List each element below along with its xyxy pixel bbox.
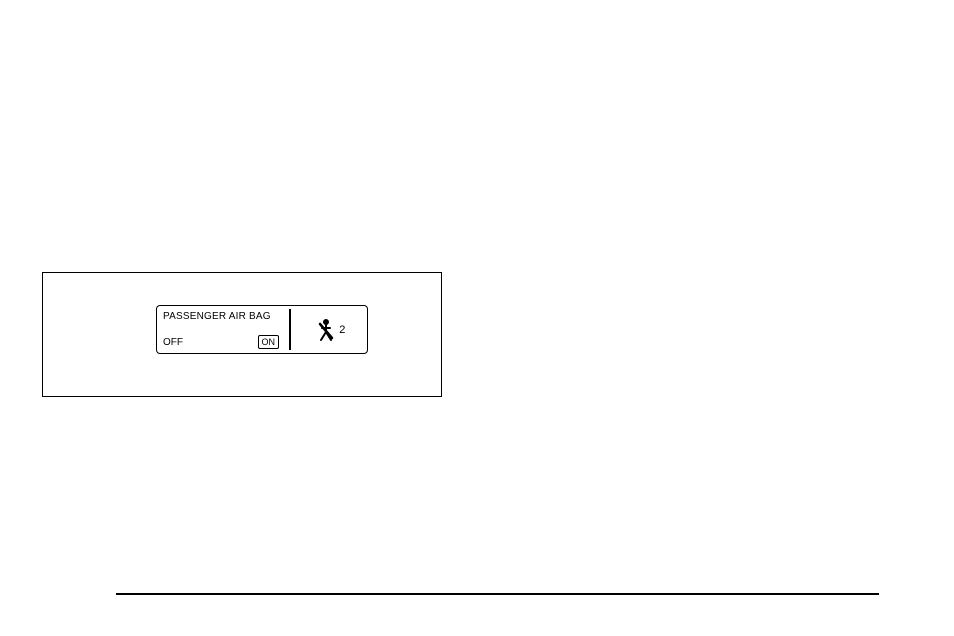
off-label: OFF — [163, 337, 183, 348]
panel-divider — [289, 309, 291, 350]
airbag-status-panel: PASSENGER AIR BAG OFF ON 2 — [156, 305, 368, 354]
panel-right-group: 2 — [295, 306, 368, 353]
seatbelt-icon — [316, 318, 336, 342]
diagram-outer-frame: PASSENGER AIR BAG OFF ON 2 — [42, 272, 442, 397]
panel-left-group: PASSENGER AIR BAG OFF ON — [157, 306, 285, 353]
panel-title: PASSENGER AIR BAG — [163, 311, 279, 322]
on-indicator-box: ON — [258, 335, 280, 349]
footer-horizontal-rule — [116, 593, 879, 595]
seat-count: 2 — [339, 324, 345, 336]
panel-status-row: OFF ON — [163, 335, 279, 349]
